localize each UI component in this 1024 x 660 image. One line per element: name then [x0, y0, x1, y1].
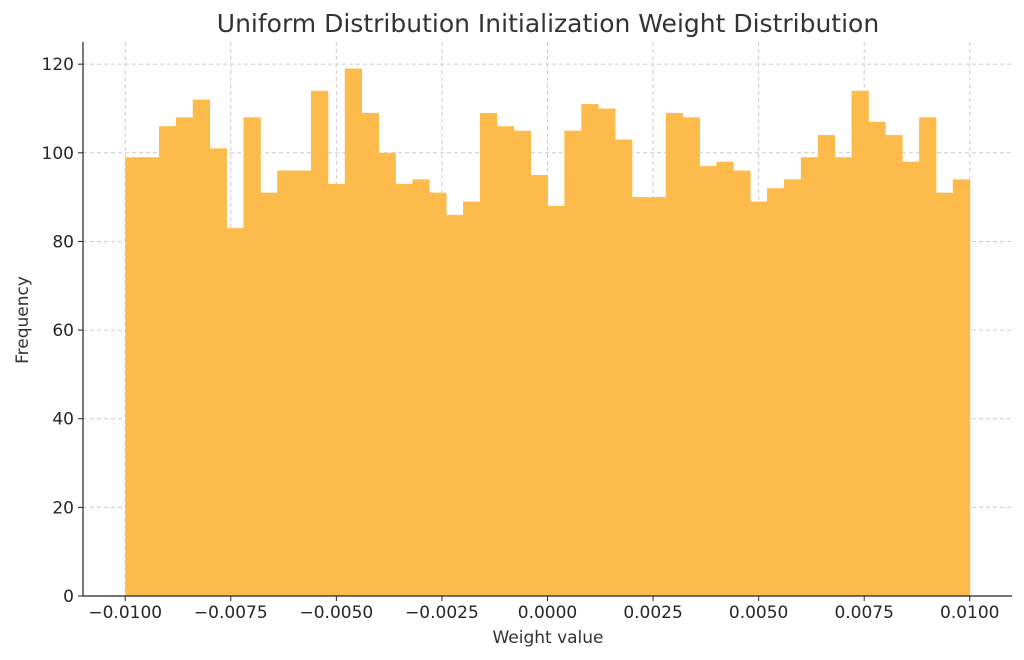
histogram-bar-43 — [851, 90, 869, 596]
histogram-bar-46 — [902, 161, 920, 596]
histogram-bar-49 — [952, 179, 971, 596]
histogram-bar-38 — [767, 188, 785, 597]
histogram-bar-1 — [142, 157, 160, 596]
histogram-bar-33 — [682, 117, 700, 597]
histogram-bar-44 — [868, 121, 886, 596]
histogram-bar-21 — [479, 112, 498, 597]
histogram-bar-41 — [817, 135, 836, 596]
histogram-bar-48 — [935, 192, 954, 597]
x-tick-label-1: −0.0075 — [194, 603, 268, 623]
histogram-bar-40 — [800, 157, 819, 596]
histogram-bar-5 — [209, 148, 227, 597]
histogram-bar-35 — [716, 161, 734, 596]
x-axis-label: Weight value — [492, 628, 603, 648]
ticks: −0.0100 −0.0075 −0.0050 −0.0025 0.0000 0.0025… — [42, 55, 1000, 623]
y-tick-label-3: 60 — [52, 321, 74, 341]
y-axis-label: Frequency — [13, 276, 33, 364]
histogram-bar-42 — [834, 157, 852, 596]
y-tick-label-0: 0 — [63, 587, 74, 607]
histogram-bar-18 — [429, 192, 447, 597]
histogram-bar-6 — [226, 228, 244, 597]
x-tick-label-0: −0.0100 — [88, 603, 162, 623]
histogram-bar-8 — [260, 192, 278, 597]
y-tick-label-4: 80 — [52, 232, 74, 252]
histogram-bar-4 — [192, 99, 211, 596]
x-tick-label-5: 0.0025 — [623, 603, 682, 623]
histogram-bar-14 — [361, 112, 379, 597]
histogram-bar-12 — [327, 183, 346, 596]
histogram-bar-24 — [530, 174, 548, 596]
y-tick-label-6: 120 — [42, 55, 74, 75]
histogram-bar-13 — [344, 68, 363, 597]
x-tick-label-8: 0.0100 — [940, 603, 999, 623]
histogram-bar-27 — [581, 104, 599, 596]
y-tick-label-5: 100 — [42, 144, 74, 164]
bars — [125, 68, 971, 597]
chart-title: Uniform Distribution Initialization Weig… — [217, 9, 879, 38]
histogram-bar-22 — [496, 126, 515, 596]
histogram-bar-45 — [885, 135, 903, 596]
histogram-bar-10 — [294, 170, 312, 596]
x-tick-label-7: 0.0075 — [834, 603, 893, 623]
histogram-bar-26 — [564, 130, 582, 596]
y-tick-label-2: 40 — [52, 410, 74, 430]
histogram-bar-7 — [243, 117, 261, 597]
histogram-bar-23 — [513, 130, 532, 596]
histogram-bar-9 — [277, 170, 295, 596]
histogram-bar-39 — [783, 179, 802, 596]
histogram-bar-47 — [919, 117, 937, 597]
histogram-bar-0 — [125, 157, 143, 596]
histogram-bar-29 — [615, 139, 633, 596]
x-tick-label-2: −0.0050 — [299, 603, 373, 623]
histogram-bar-30 — [631, 197, 650, 596]
histogram-bar-36 — [733, 170, 751, 596]
histogram-bar-19 — [446, 214, 464, 596]
histogram-bar-3 — [175, 117, 194, 597]
histogram-bar-15 — [378, 152, 396, 597]
y-tick-label-1: 20 — [52, 498, 74, 518]
x-tick-label-3: −0.0025 — [405, 603, 479, 623]
histogram-bar-34 — [699, 166, 717, 596]
histogram-bar-17 — [412, 179, 430, 596]
x-tick-label-4: 0.0000 — [518, 603, 577, 623]
histogram-bar-37 — [750, 201, 768, 596]
histogram-bar-28 — [598, 108, 616, 596]
histogram-bar-25 — [547, 205, 565, 596]
histogram-bar-32 — [665, 112, 684, 597]
histogram-bar-16 — [395, 183, 413, 596]
histogram-bar-2 — [159, 126, 177, 596]
x-tick-label-6: 0.0050 — [729, 603, 788, 623]
histogram-bar-11 — [311, 90, 329, 596]
histogram-bar-20 — [463, 201, 481, 596]
histogram-bar-31 — [648, 197, 667, 596]
